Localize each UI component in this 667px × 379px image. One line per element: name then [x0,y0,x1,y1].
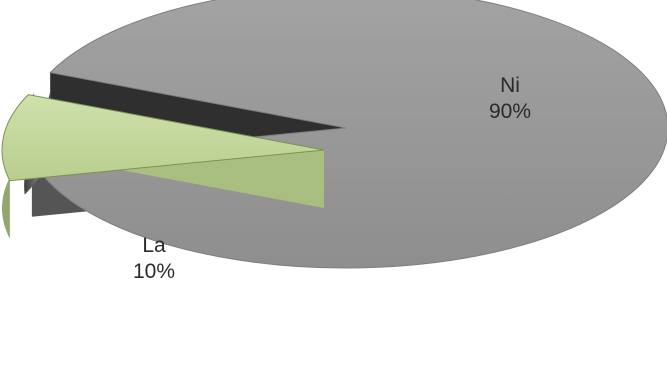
ni-percent-label: 90% [489,100,531,123]
la-percent-label: 10% [133,260,175,283]
la-category-label: La [142,234,166,257]
la-slice [1,94,325,182]
ni-category-label: Ni [500,74,520,97]
